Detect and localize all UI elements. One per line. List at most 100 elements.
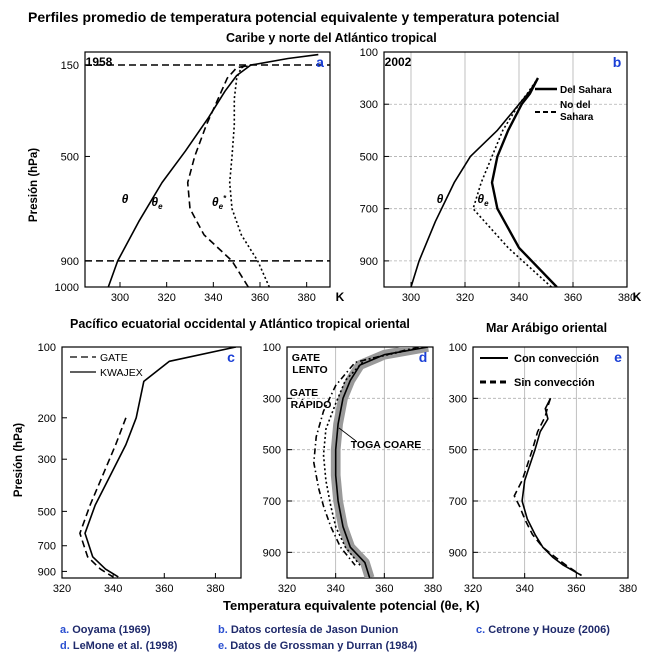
panel-b-legend-label-1a: No del [560, 100, 591, 111]
panel-d-ytick-label: 300 [263, 393, 281, 405]
panel-a-frame [84, 51, 331, 288]
ylabel-bottom: Presión (hPa) [13, 423, 25, 497]
panel-d-series-0 [334, 347, 429, 578]
panel-c-ytick-label: 100 [38, 342, 56, 354]
panel-b-label-theta: θ [437, 192, 444, 206]
panel-a-label-theta: θ [122, 192, 129, 206]
panel-c-xtick-label: 340 [104, 583, 122, 595]
panel-e-xtick-label: 380 [619, 583, 637, 595]
panel-b-series-2 [410, 77, 539, 287]
panel-e-ytick-label: 900 [449, 547, 467, 559]
credit-e-text: Datos de Grossman y Durran (1984) [230, 640, 418, 652]
panel-b-ytick-label: 300 [360, 99, 378, 111]
panel-b-ytick-label: 700 [360, 204, 378, 216]
panel-e-ytick-label: 100 [449, 342, 467, 354]
panel-d-xtick-label: 340 [326, 583, 344, 595]
panel-e-xtick-label: 360 [567, 583, 585, 595]
panel-e-legend-label-1: Sin convección [514, 377, 595, 389]
panel-b-xtick-label: 340 [510, 292, 528, 304]
panel-c-legend-label-0: GATE [100, 352, 128, 364]
panel-c-frame [61, 346, 242, 579]
panel-b-xtick-label: 300 [402, 292, 420, 304]
panel-e-xtick-label: 320 [464, 583, 482, 595]
panel-b-xtick-label: 320 [456, 292, 474, 304]
panel-b-label-thetae: θe [477, 192, 489, 208]
credit-b-text: Datos cortesía de Jason Dunion [230, 624, 399, 636]
panel-e-letter: e [614, 349, 622, 365]
panel-d-series-2 [312, 347, 419, 566]
panel-e-ytick-label: 700 [449, 496, 467, 508]
panel-a-ytick-label: 1000 [55, 282, 79, 294]
panel-a-series-1 [186, 64, 251, 287]
panel-a-series-2 [228, 64, 271, 287]
subtitle-bottom-left: Pacífico ecuatorial occidental y Atlánti… [70, 317, 410, 331]
credit-c-text: Cetrone y Houze (2006) [488, 624, 610, 636]
credit-e: e. Datos de Grossman y Durran (1984) [218, 640, 417, 652]
panel-c-series-0 [79, 417, 127, 578]
panel-b-ytick-label: 100 [360, 47, 378, 59]
panel-d-xtick-label: 360 [375, 583, 393, 595]
panel-d-ytick-label: 500 [263, 445, 281, 457]
panel-d-annot-arrow [338, 427, 357, 442]
panel-c-letter: c [227, 349, 235, 365]
panel-a-ytick-label: 150 [61, 60, 79, 72]
panel-e-legend-label-0: Con convección [514, 353, 599, 365]
panel-d-frame [286, 346, 434, 579]
panel-a-xunit: K [336, 290, 345, 304]
credit-a-text: Ooyama (1969) [72, 624, 151, 636]
panel-a-ytick-label: 500 [61, 151, 79, 163]
credit-c: c. Cetrone y Houze (2006) [476, 624, 610, 636]
panel-a-label-thetae-star: θe* [212, 194, 227, 211]
panel-c-xtick-label: 320 [53, 583, 71, 595]
panel-a-ytick-label: 900 [61, 256, 79, 268]
panel-b-letter: b [613, 54, 622, 70]
panel-c-xtick-label: 380 [206, 583, 224, 595]
panel-c-ytick-label: 200 [38, 413, 56, 425]
panel-c-ytick-label: 700 [38, 541, 56, 553]
panel-b-legend-label-1b: Sahara [560, 112, 594, 123]
panel-d-annot-gate-rapido-2: RÁPIDO [291, 398, 332, 411]
panel-b-xtick-label: 360 [564, 292, 582, 304]
panel-c-xtick-label: 360 [155, 583, 173, 595]
panel-e-ytick-label: 300 [449, 393, 467, 405]
panel-e-frame [472, 346, 629, 579]
panel-e-series-0 [521, 397, 582, 577]
panel-d-annot-gate-rapido-1: GATE [290, 387, 318, 399]
credit-c-letter: c. [476, 624, 486, 636]
panel-c-ytick-label: 500 [38, 506, 56, 518]
panel-a-letter: a [316, 54, 324, 70]
panel-d-ytick-label: 700 [263, 496, 281, 508]
panel-d-letter: d [419, 349, 428, 365]
panel-c-legend-label-1: KWAJEX [100, 367, 143, 379]
panel-d-ytick-label: 900 [263, 547, 281, 559]
panel-b-ytick-label: 500 [360, 151, 378, 163]
panel-a-series-0 [107, 53, 319, 287]
credit-a-letter: a. [60, 624, 70, 636]
panel-e-ytick-label: 500 [449, 445, 467, 457]
panel-a-xtick-label: 340 [204, 292, 222, 304]
panel-a-year-label: 1958 [86, 55, 113, 69]
panel-b-xunit: K [633, 290, 642, 304]
common-xlabel: Temperatura equivalente potencial (θe, K… [223, 598, 480, 613]
panel-d-xtick-label: 320 [278, 583, 296, 595]
panel-b-xtick-label: 380 [618, 292, 636, 304]
panel-b-legend-label-0: Del Sahara [560, 85, 612, 96]
credit-e-letter: e. [218, 640, 228, 652]
panel-d-ytick-label: 100 [263, 342, 281, 354]
ylabel-top: Presión (hPa) [28, 148, 40, 222]
panel-d-annot-toga-coare: TOGA COARE [351, 439, 422, 451]
panel-e-series-1 [513, 398, 582, 577]
panel-e-xtick-label: 340 [515, 583, 533, 595]
panel-c-ytick-label: 300 [38, 454, 56, 466]
panel-c-ytick-label: 900 [38, 566, 56, 578]
subtitle-bottom-right: Mar Arábigo oriental [486, 321, 608, 335]
panel-a-xtick-label: 380 [297, 292, 315, 304]
figure-title: Perfiles promedio de temperatura potenci… [28, 9, 560, 25]
panel-d-annot-gate-lento-1: GATE [292, 352, 320, 364]
panel-b-year-label: 2002 [385, 55, 412, 69]
panel-b-series-1 [472, 77, 552, 287]
credit-a: a. Ooyama (1969) [60, 624, 151, 636]
panel-a-xtick-label: 300 [111, 292, 129, 304]
panel-d-annot-gate-lento-2: LENTO [292, 364, 327, 376]
